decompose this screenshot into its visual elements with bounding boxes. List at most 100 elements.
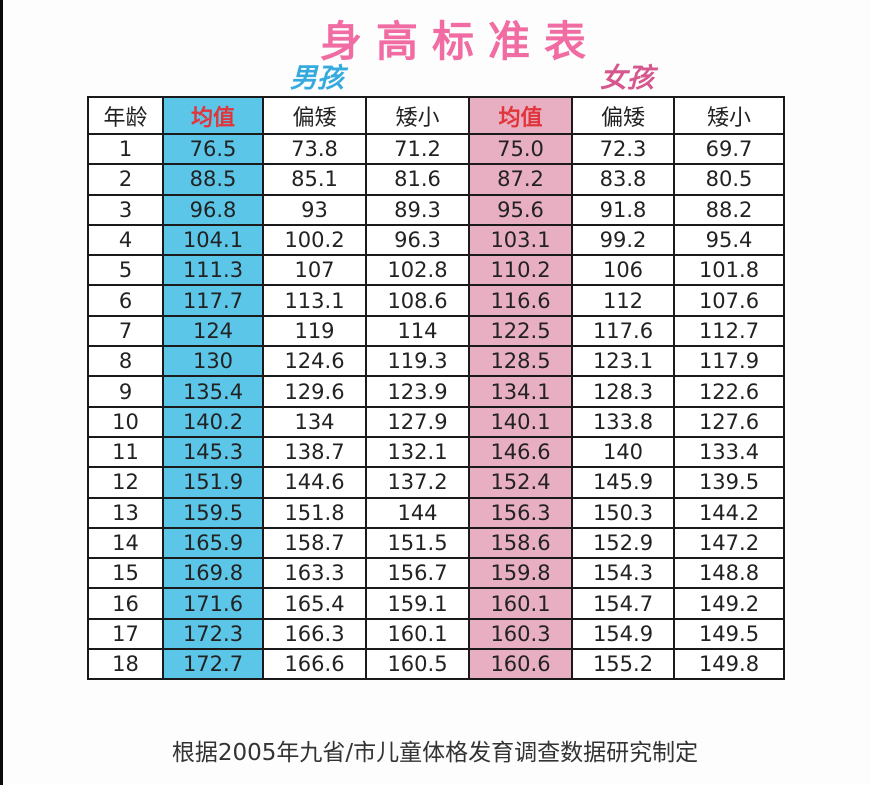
cell-boys-mean: 151.9 — [162, 466, 264, 499]
cell-girls-shorter: 140 — [571, 435, 675, 469]
cell-girls-mean: 134.1 — [468, 375, 573, 408]
cell-girls-short: 88.2 — [673, 193, 785, 226]
cell-boys-short: 127.9 — [365, 405, 470, 438]
cell-girls-mean: 140.1 — [468, 405, 573, 438]
table-row-age-2: 2 88.5 85.1 81.6 87.2 83.8 80.5 — [87, 163, 785, 196]
table-row-age-12: 12 151.9 144.6 137.2 152.4 145.9 139.5 — [87, 466, 785, 499]
cell-age: 13 — [87, 496, 164, 529]
cell-boys-short: 102.8 — [365, 254, 470, 287]
cell-girls-mean: 75.0 — [468, 132, 573, 166]
cell-boys-shorter: 100.2 — [262, 223, 367, 257]
cell-boys-shorter: 163.3 — [262, 557, 367, 590]
table-row-age-11: 11 145.3 138.7 132.1 146.6 140 133.4 — [87, 435, 785, 469]
cell-boys-short: 89.3 — [365, 193, 470, 226]
cell-girls-short: 95.4 — [673, 223, 785, 257]
cell-girls-shorter: 83.8 — [571, 163, 675, 196]
cell-girls-mean: 103.1 — [468, 223, 573, 257]
table-row-age-6: 6 117.7 113.1 108.6 116.6 112 107.6 — [87, 284, 785, 317]
cell-girls-short: 107.6 — [673, 284, 785, 317]
cell-boys-mean: 159.5 — [162, 496, 264, 529]
cell-girls-short: 139.5 — [673, 466, 785, 499]
cell-girls-mean: 160.3 — [468, 617, 573, 651]
cell-girls-mean: 156.3 — [468, 496, 573, 529]
cell-girls-short: 127.6 — [673, 405, 785, 438]
cell-boys-mean: 145.3 — [162, 435, 264, 469]
cell-boys-mean: 76.5 — [162, 132, 264, 166]
cell-girls-short: 149.8 — [673, 648, 785, 681]
cell-girls-mean: 87.2 — [468, 163, 573, 196]
cell-boys-shorter: 129.6 — [262, 375, 367, 408]
cell-girls-shorter: 154.3 — [571, 557, 675, 590]
cell-boys-mean: 172.3 — [162, 617, 264, 651]
cell-boys-short: 123.9 — [365, 375, 470, 408]
cell-girls-shorter: 145.9 — [571, 466, 675, 499]
cell-girls-shorter: 154.9 — [571, 617, 675, 651]
cell-boys-shorter: 138.7 — [262, 435, 367, 469]
cell-boys-shorter: 124.6 — [262, 345, 367, 378]
cell-girls-short: 133.4 — [673, 435, 785, 469]
table-row-age-5: 5 111.3 107 102.8 110.2 106 101.8 — [87, 254, 785, 287]
cell-boys-short: 159.1 — [365, 587, 470, 620]
cell-girls-shorter: 112 — [571, 284, 675, 317]
cell-boys-mean: 96.8 — [162, 193, 264, 226]
cell-girls-shorter: 91.8 — [571, 193, 675, 226]
table-row-age-16: 16 171.6 165.4 159.1 160.1 154.7 149.2 — [87, 587, 785, 620]
boys-group-label: 男孩 — [290, 63, 344, 94]
cell-girls-mean: 146.6 — [468, 435, 573, 469]
cell-girls-short: 69.7 — [673, 132, 785, 166]
header-girls-short: 矮小 — [673, 96, 785, 135]
cell-boys-shorter: 144.6 — [262, 466, 367, 499]
cell-girls-mean: 122.5 — [468, 314, 573, 348]
cell-boys-short: 137.2 — [365, 466, 470, 499]
cell-boys-mean: 135.4 — [162, 375, 264, 408]
cell-age: 17 — [87, 617, 164, 651]
cell-girls-mean: 160.1 — [468, 587, 573, 620]
cell-boys-shorter: 134 — [262, 405, 367, 438]
left-edge-strip — [0, 0, 3, 785]
header-boys-short: 矮小 — [365, 96, 470, 135]
cell-boys-shorter: 166.6 — [262, 648, 367, 681]
cell-girls-mean: 95.6 — [468, 193, 573, 226]
cell-age: 1 — [87, 132, 164, 166]
cell-girls-shorter: 106 — [571, 254, 675, 287]
cell-boys-short: 160.1 — [365, 617, 470, 651]
cell-boys-mean: 111.3 — [162, 254, 264, 287]
cell-girls-short: 148.8 — [673, 557, 785, 590]
table-header-row: 年龄 均值 偏矮 矮小 均值 偏矮 矮小 — [87, 96, 785, 135]
cell-boys-shorter: 85.1 — [262, 163, 367, 196]
cell-boys-shorter: 113.1 — [262, 284, 367, 317]
cell-age: 9 — [87, 375, 164, 408]
cell-boys-mean: 165.9 — [162, 526, 264, 560]
cell-boys-short: 114 — [365, 314, 470, 348]
cell-boys-mean: 104.1 — [162, 223, 264, 257]
cell-girls-mean: 128.5 — [468, 345, 573, 378]
cell-boys-shorter: 73.8 — [262, 132, 367, 166]
cell-boys-short: 156.7 — [365, 557, 470, 590]
cell-boys-mean: 140.2 — [162, 405, 264, 438]
cell-girls-shorter: 154.7 — [571, 587, 675, 620]
table-row-age-18: 18 172.7 166.6 160.5 160.6 155.2 149.8 — [87, 648, 785, 681]
cell-boys-short: 71.2 — [365, 132, 470, 166]
table-row-age-15: 15 169.8 163.3 156.7 159.8 154.3 148.8 — [87, 557, 785, 590]
cell-age: 6 — [87, 284, 164, 317]
cell-girls-short: 122.6 — [673, 375, 785, 408]
cell-girls-shorter: 72.3 — [571, 132, 675, 166]
table-row-age-17: 17 172.3 166.3 160.1 160.3 154.9 149.5 — [87, 617, 785, 651]
cell-age: 5 — [87, 254, 164, 287]
cell-boys-shorter: 119 — [262, 314, 367, 348]
cell-girls-mean: 158.6 — [468, 526, 573, 560]
cell-age: 14 — [87, 526, 164, 560]
cell-girls-short: 101.8 — [673, 254, 785, 287]
cell-girls-short: 144.2 — [673, 496, 785, 529]
cell-girls-short: 112.7 — [673, 314, 785, 348]
cell-boys-shorter: 166.3 — [262, 617, 367, 651]
cell-girls-shorter: 99.2 — [571, 223, 675, 257]
cell-girls-short: 149.5 — [673, 617, 785, 651]
cell-boys-short: 151.5 — [365, 526, 470, 560]
cell-boys-mean: 117.7 — [162, 284, 264, 317]
cell-girls-mean: 159.8 — [468, 557, 573, 590]
cell-boys-shorter: 151.8 — [262, 496, 367, 529]
cell-girls-short: 80.5 — [673, 163, 785, 196]
table-row-age-4: 4 104.1 100.2 96.3 103.1 99.2 95.4 — [87, 223, 785, 257]
